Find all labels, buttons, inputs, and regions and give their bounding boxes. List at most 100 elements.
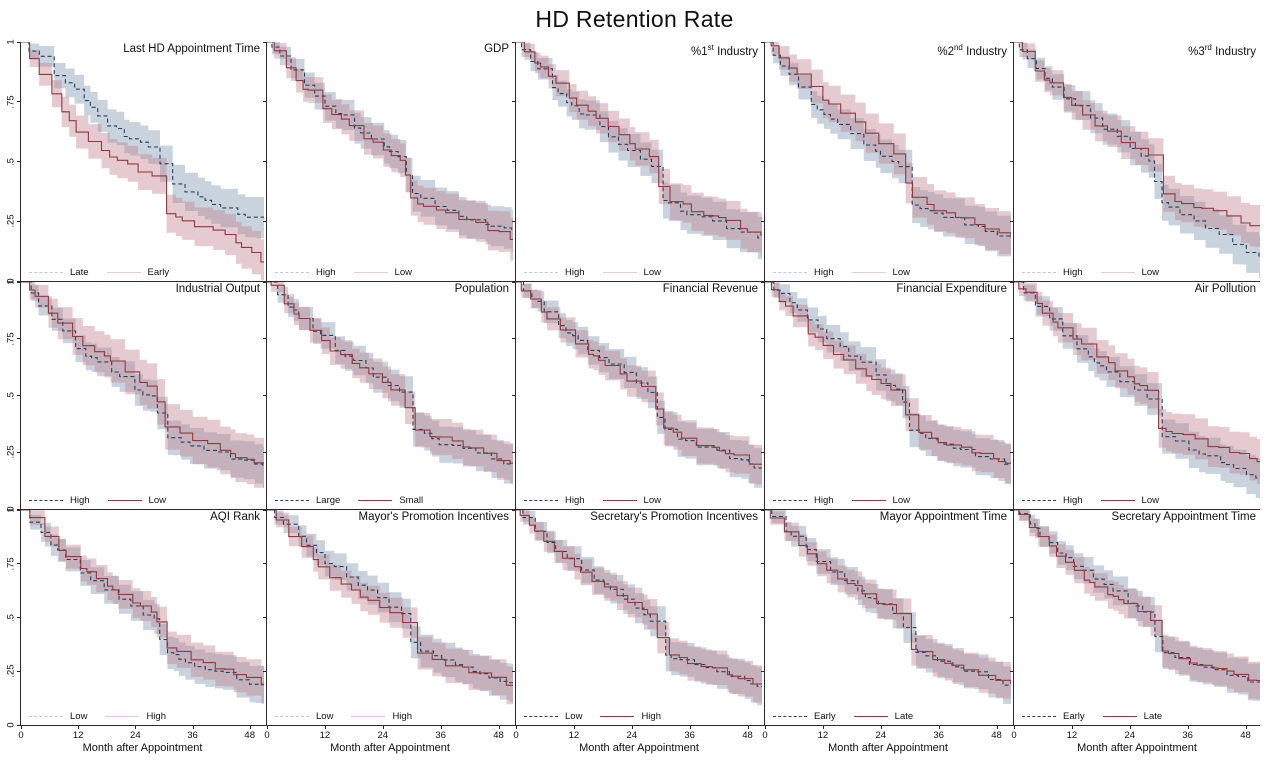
legend-label-2: Low: [892, 495, 910, 506]
survival-panel: Industrial Output High Low 0.25.5.75 1: [4, 279, 266, 512]
plot-area: Population Large Small: [263, 281, 513, 510]
x-axis-title: Month after Appointment: [579, 742, 699, 754]
x-tick-label: 24: [1124, 730, 1136, 741]
survival-panel: AQI Rank Low High 0 .25 .5 .75 1 0 12 24 36 48 Mon…: [4, 507, 266, 756]
y-tick-mark: [1010, 509, 1014, 511]
y-tick-mark: [17, 395, 21, 396]
survival-panel: %3rd Industry High Low: [1010, 41, 1262, 282]
y-tick-mark: [1010, 281, 1014, 283]
y-tick-mark: [263, 451, 267, 453]
y-tick-mark: [263, 395, 267, 396]
x-tick-mark: [498, 725, 500, 729]
x-tick-label: 24: [626, 730, 638, 741]
legend-solid-swatch: [1102, 716, 1137, 717]
legend-dashed-swatch: [524, 272, 558, 273]
km-curves: [516, 510, 762, 706]
legend-label-1: Late: [70, 267, 89, 278]
y-tick-mark: [761, 41, 765, 43]
x-tick-mark: [249, 725, 251, 729]
km-curves: [516, 282, 762, 488]
y-tick-label: .5: [5, 391, 17, 400]
y-tick-mark: [263, 338, 267, 340]
km-curves: [765, 42, 1011, 260]
y-tick-mark: [1010, 617, 1014, 618]
y-tick-mark: [1010, 101, 1014, 103]
y-tick-label: 1: [5, 39, 17, 45]
y-tick-mark: [263, 509, 267, 511]
legend-dashed-swatch: [1022, 500, 1056, 501]
y-tick-mark: [263, 724, 267, 726]
y-tick-mark: [17, 338, 21, 340]
legend-label-1: High: [316, 267, 336, 278]
y-tick-mark: [263, 617, 267, 618]
panels-grid: Last HD Appointment Time Late Early 0 .25…: [4, 39, 1262, 756]
y-tick-mark: [761, 220, 765, 222]
legend-label-1: Low: [316, 711, 334, 722]
legend: Late Early: [29, 267, 187, 278]
y-tick-mark: [1010, 161, 1014, 162]
y-tick-mark: [17, 220, 21, 222]
y-tick-mark: [761, 724, 765, 726]
y-tick-label: .75: [5, 95, 17, 109]
legend-label-2: High: [392, 711, 412, 722]
legend-label-1: High: [814, 267, 834, 278]
legend-dashed-swatch: [524, 500, 558, 501]
plot-area: Air Pollution High Low: [1010, 281, 1260, 510]
legend-solid-swatch: [351, 716, 386, 717]
plot-area: Secretary Appointment Time Early Late 0 1…: [1010, 509, 1260, 754]
legend-label-2: High: [146, 711, 166, 722]
x-tick-mark: [516, 725, 517, 729]
legend-label-1: Early: [814, 711, 836, 722]
legend-solid-swatch: [600, 716, 635, 717]
legend: Low High: [275, 711, 430, 722]
y-tick-mark: [512, 220, 516, 222]
survival-panel: Secretary's Promotion Incentives Low Hig…: [512, 509, 764, 756]
y-tick-mark: [17, 281, 21, 283]
x-tick-mark: [1245, 725, 1247, 729]
legend-label-2: Early: [147, 267, 170, 278]
x-tick-label: 36: [684, 730, 695, 741]
legend-dashed-swatch: [773, 500, 807, 501]
survival-panel: Financial Expenditure High Low: [761, 281, 1013, 510]
x-tick-mark: [192, 725, 194, 729]
x-tick-label: 48: [244, 730, 255, 741]
y-tick-mark: [1010, 41, 1014, 43]
survival-panel: Mayor Appointment Time Early Late 0 12 24 3…: [761, 509, 1013, 756]
legend: Early Late: [1022, 711, 1180, 722]
legend-dashed-swatch: [29, 500, 63, 501]
panel-title: %2nd Industry: [937, 43, 1007, 58]
plot-area: %1st Industry High Low: [512, 41, 762, 282]
x-axis-title: Month after Appointment: [1077, 742, 1197, 754]
legend-label-2: Low: [1141, 267, 1159, 278]
y-tick-mark: [761, 563, 765, 565]
x-tick-mark: [996, 725, 998, 729]
legend-dashed-swatch: [275, 272, 309, 273]
legend-solid-swatch: [602, 500, 637, 501]
x-tick-label: 0: [1011, 730, 1017, 741]
x-tick-mark: [938, 725, 940, 729]
x-tick-mark: [324, 725, 326, 729]
y-tick-mark: [1010, 724, 1014, 726]
survival-panel: Population Large Small: [263, 281, 515, 510]
plot-area: Mayor Appointment Time Early Late 0 12 24 3…: [761, 509, 1011, 754]
y-tick-label: 0: [5, 722, 17, 728]
legend-label-2: Low: [892, 267, 910, 278]
km-curves: [765, 282, 1011, 485]
y-tick-mark: [17, 161, 21, 162]
x-tick-label: 36: [187, 730, 198, 741]
y-tick-mark: [17, 101, 21, 103]
x-tick-label: 36: [933, 730, 944, 741]
legend-label-1: High: [814, 495, 834, 506]
y-tick-mark: [17, 724, 21, 726]
legend-label-2: Low: [148, 495, 166, 506]
x-tick-label: 0: [513, 730, 519, 741]
x-axis-title: Month after Appointment: [82, 742, 203, 754]
y-tick-mark: [17, 617, 21, 618]
legend: High Low: [29, 495, 184, 506]
y-tick-mark: [512, 395, 516, 396]
legend: High Low: [524, 495, 679, 506]
x-tick-mark: [1129, 725, 1131, 729]
km-curves: [1014, 510, 1260, 701]
legend-solid-swatch: [358, 500, 393, 501]
x-tick-mark: [1014, 725, 1015, 729]
